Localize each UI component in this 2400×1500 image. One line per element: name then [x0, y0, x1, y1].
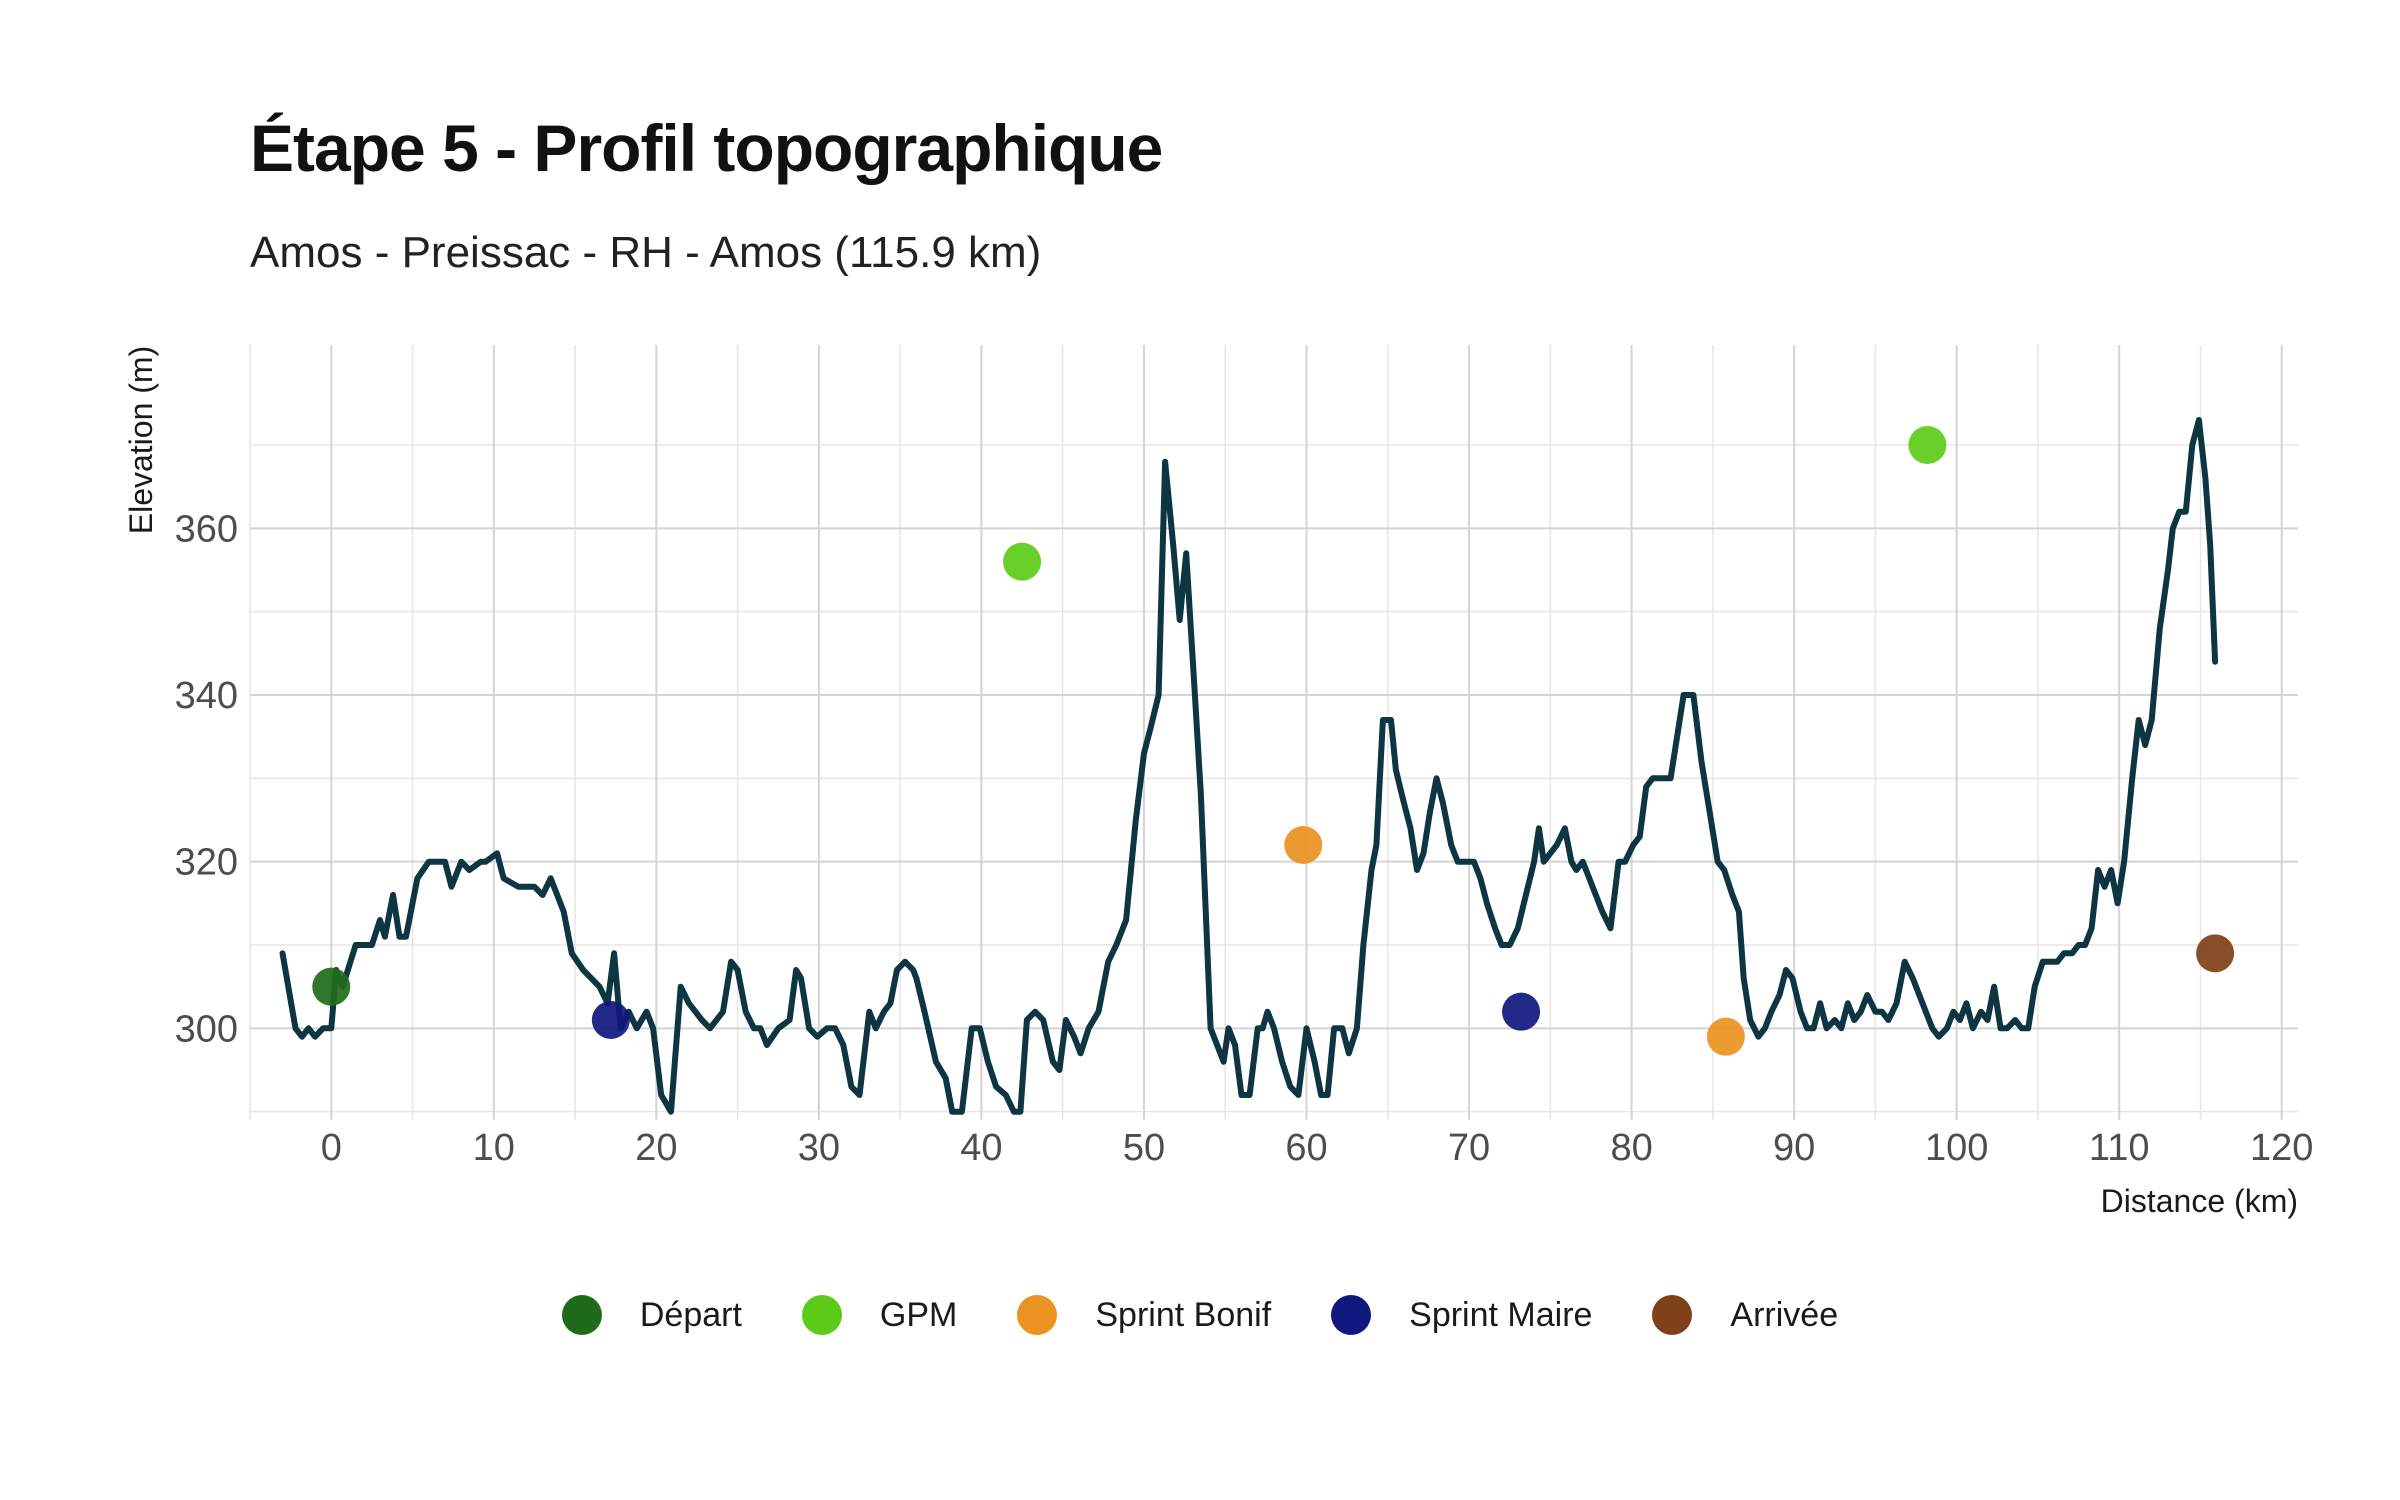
- y-tick-label: 340: [175, 675, 238, 717]
- chart-title: Étape 5 - Profil topographique: [250, 111, 1163, 185]
- axis-ticks: 0 10 20 30 40 50 60 70 80 90 100 110 120 300 320 340 360: [175, 508, 2314, 1169]
- chart-subtitle: Amos - Preissac - RH - Amos (115.9 km): [250, 228, 1042, 277]
- elevation-profile-line: [279, 417, 2219, 1115]
- marker-point: [1003, 542, 1042, 581]
- legend-key: [561, 1295, 602, 1335]
- x-tick-label: 10: [473, 1127, 515, 1169]
- elevation-profile: [279, 417, 2219, 1115]
- legend-key: [1331, 1295, 1372, 1335]
- x-tick-label: 90: [1773, 1127, 1815, 1169]
- x-tick-label: 80: [1610, 1127, 1652, 1169]
- legend-label: GPM: [879, 1295, 958, 1334]
- legend-item: Sprint Bonif: [1017, 1295, 1271, 1335]
- x-tick-label: 40: [960, 1127, 1002, 1169]
- legend-label: Sprint Bonif: [1095, 1295, 1272, 1334]
- x-tick-label: 120: [2250, 1127, 2313, 1169]
- legend-key: [1652, 1295, 1693, 1335]
- y-tick-label: 360: [175, 508, 238, 550]
- x-tick-label: 50: [1123, 1127, 1165, 1169]
- x-tick-label: 0: [321, 1127, 342, 1169]
- legend-label: Départ: [639, 1295, 742, 1334]
- legend: Départ GPM Sprint Bonif Sprint Maire Arrivée: [0, 1295, 2400, 1335]
- x-tick-label: 110: [2089, 1127, 2150, 1169]
- x-tick-label: 100: [1925, 1127, 1988, 1169]
- y-tick-label: 300: [175, 1008, 238, 1050]
- x-axis-title: Distance (km): [2101, 1183, 2298, 1219]
- marker-point: [1706, 1017, 1745, 1056]
- marker-points: [312, 426, 2235, 1056]
- marker-point: [1908, 426, 1947, 464]
- marker-point: [1284, 826, 1323, 864]
- x-tick-label: 60: [1285, 1127, 1327, 1169]
- y-axis-title: Elevation (m): [123, 346, 159, 535]
- legend-label: Sprint Maire: [1409, 1295, 1593, 1334]
- legend-item: Sprint Maire: [1331, 1295, 1592, 1335]
- legend-key: [1017, 1295, 1058, 1335]
- x-tick-label: 30: [798, 1127, 840, 1169]
- legend-item: Départ: [561, 1295, 742, 1335]
- y-tick-label: 320: [175, 842, 238, 884]
- x-tick-label: 70: [1448, 1127, 1490, 1169]
- legend-item: GPM: [801, 1295, 958, 1335]
- marker-point: [1502, 992, 1541, 1031]
- marker-point: [312, 967, 351, 1006]
- marker-point: [2196, 934, 2235, 973]
- marker-point: [591, 1001, 630, 1039]
- legend-item: Arrivée: [1652, 1295, 1838, 1335]
- legend-label: Arrivée: [1730, 1295, 1839, 1334]
- legend-key: [801, 1295, 842, 1335]
- grid: [249, 345, 2298, 1120]
- x-tick-label: 20: [635, 1127, 677, 1169]
